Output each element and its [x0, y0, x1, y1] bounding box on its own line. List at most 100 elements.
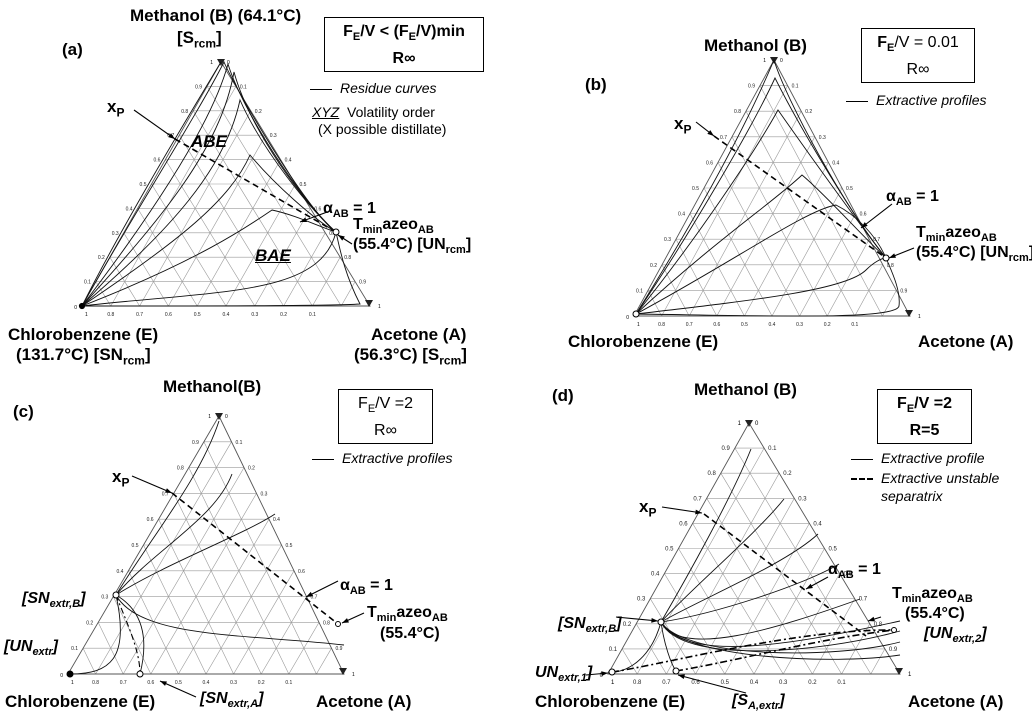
grid-line: [636, 447, 765, 675]
legend-volatility-order: XYZ Volatility order: [312, 104, 435, 120]
right-tick-label: 0.3: [798, 496, 807, 502]
azeotrope-point: [335, 621, 341, 627]
right-tick-label: 0.7: [311, 595, 318, 601]
left-tick-label: 0.2: [86, 620, 93, 626]
panel-tag: (a): [62, 40, 83, 59]
top-zero-label: 0: [755, 421, 759, 427]
top-one-label: 1: [763, 58, 766, 64]
right-one-label: 1: [918, 314, 921, 320]
sn-extr-a-label: [SNextr,A]: [200, 690, 264, 711]
right-tick-label: 0.5: [846, 186, 853, 192]
xp-label: xP: [639, 497, 657, 520]
alpha-label: αAB = 1: [828, 561, 881, 582]
top-one-label: 1: [208, 414, 211, 420]
panel-tag: (b): [585, 75, 607, 94]
grid-line: [706, 498, 813, 675]
right-tick-label: 0.7: [873, 237, 880, 243]
bottom-one-label: 1: [637, 322, 640, 328]
right-tick-label: 0.6: [314, 206, 321, 212]
grid-line: [158, 519, 234, 675]
extractive-profile: [635, 109, 887, 315]
right-tick-label: 0.3: [261, 491, 268, 497]
azeo-label: TminazeoAB: [367, 604, 448, 625]
left-tick-label: 0.1: [636, 288, 643, 294]
left-tick-label: 0.9: [195, 84, 202, 90]
left-tick-label: 0.4: [126, 206, 133, 212]
right-tick-label: 0.1: [792, 84, 799, 90]
left-tick-label: 0.9: [748, 84, 755, 90]
right-tick-label: 0.2: [805, 109, 812, 115]
top-one-label: 1: [738, 421, 742, 427]
un-extr-1-label: UNextr,1]: [535, 664, 593, 685]
extractive-profile: [635, 257, 900, 317]
grid-line: [123, 232, 169, 307]
left-vertex-label: Chlorobenzene (E): [535, 692, 686, 711]
left-tick-label: 0.4: [678, 212, 685, 218]
left-tick-label: 0.8: [734, 109, 741, 115]
right-tick-label: 0.8: [344, 255, 351, 261]
residue-curve: [81, 62, 337, 307]
bottom-tick-label: 0.4: [769, 322, 776, 328]
panel-tag: (c): [13, 402, 34, 421]
unstable-separatrix: [115, 594, 141, 675]
grid-line: [664, 573, 726, 675]
grid-line: [128, 570, 179, 675]
bottom-tick-label: 0.5: [741, 322, 748, 328]
left-tick-label: 0.4: [116, 569, 123, 575]
bottom-one-label: 1: [85, 312, 88, 318]
sn-extr-b-pointer-head: [651, 617, 658, 623]
right-tick-label: 0.8: [323, 620, 330, 626]
sn-extr-b-pointer: [615, 616, 659, 622]
right-tick-label: 0.5: [300, 182, 307, 188]
extractive-profile: [69, 594, 121, 675]
legend-volatility-note: (X possible distillate): [318, 121, 447, 137]
left-tick-label: 0.3: [112, 231, 119, 237]
azeo-temp-label: (55.4°C): [380, 625, 440, 642]
bottom-tick-label: 0.7: [120, 680, 127, 686]
left-tick-label: 0.2: [98, 255, 105, 261]
xp-label: xP: [674, 114, 692, 137]
residue-curve: [81, 71, 337, 307]
azeo-temp-label: (55.4°C) [UNrcm]: [916, 244, 1032, 265]
legend-extractive-profiles: Extractive profiles: [846, 92, 986, 108]
right-tick-label: 0.1: [236, 440, 243, 446]
left-tick-label: 0.2: [650, 263, 657, 269]
alpha-label: αAB = 1: [340, 577, 393, 598]
ternary-diagram-a: 0.1 0.9 0.8 0.2 0.8 0.7 0.3 0.7 0.6 0.4 0.6 0.5 0.5 0…: [74, 59, 381, 318]
right-tick-label: 0.7: [859, 597, 868, 603]
alpha-pointer-head: [306, 591, 313, 597]
extractive-profile: [660, 563, 840, 623]
legend-separatrix-line2: separatrix: [881, 488, 943, 504]
left-tick-label: 0.8: [177, 466, 184, 472]
sn-extr-b-label: [SNextr,B]: [558, 615, 622, 636]
chlorobenzene-node: [632, 310, 640, 318]
alpha-label: αAB = 1: [886, 188, 939, 209]
bottom-tick-label: 0.3: [796, 322, 803, 328]
grid-line: [753, 548, 825, 675]
right-tick-label: 0.9: [359, 280, 366, 286]
alpha-pointer-head: [861, 222, 868, 228]
bottom-tick-label: 0.5: [721, 680, 730, 686]
grid-line: [661, 85, 788, 317]
bottom-tick-label: 0.7: [686, 322, 693, 328]
right-tick-label: 0.9: [889, 647, 898, 653]
right-vertex-label: Acetone (A): [918, 332, 1014, 351]
grid-line: [137, 208, 198, 307]
ternary-diagram-c: 0.1 0.9 0.8 0.2 0.8 0.7 0.3 0.7 0.6 0.4 0.6 0.5 0.5 0…: [60, 413, 365, 698]
right-one-label: 1: [352, 672, 355, 678]
un-extr-1-pointer-head: [601, 671, 608, 676]
xp-pointer-head: [168, 133, 175, 139]
unstable-separatrix: [675, 629, 895, 672]
residue-curve: [81, 60, 336, 307]
bottom-tick-label: 0.1: [309, 312, 316, 318]
grid-line: [205, 544, 282, 675]
panel-a: 0.1 0.9 0.8 0.2 0.8 0.7 0.3 0.7 0.6 0.4 0.6 0.5 0.5 0…: [0, 0, 516, 367]
panel-c: 0.1 0.9 0.8 0.2 0.8 0.7 0.3 0.7 0.6 0.4 0.6 0.5 0.5 0…: [0, 359, 516, 718]
grid-line: [173, 493, 262, 675]
left-tick-label: 0.8: [707, 471, 716, 477]
unstable-separatrix: [611, 629, 895, 673]
left-tick-label: 0.6: [147, 517, 154, 523]
grid-line: [675, 239, 718, 317]
bottom-tick-label: 0.2: [258, 680, 265, 686]
bottom-tick-label: 0.7: [662, 680, 671, 686]
